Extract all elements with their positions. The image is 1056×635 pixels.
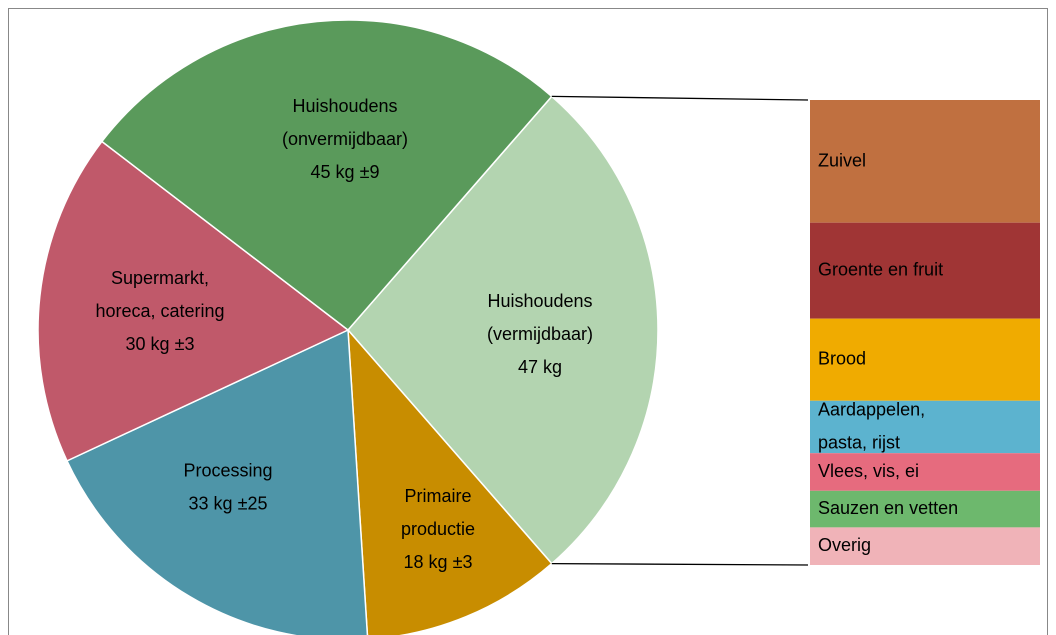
segment-label-line: Brood bbox=[818, 348, 866, 368]
bar-segment bbox=[810, 100, 1040, 223]
value-label: 18 kg ±3 bbox=[404, 552, 473, 572]
segment-label: Vlees, vis, ei bbox=[818, 461, 919, 481]
segment-label-line: Overig bbox=[818, 535, 871, 555]
connector-line bbox=[551, 95, 809, 101]
bar-segment bbox=[810, 400, 1040, 454]
pie-slice bbox=[65, 328, 369, 635]
segment-label-line: Sauzen en vetten bbox=[818, 498, 958, 518]
connector-line bbox=[551, 562, 809, 566]
bar-segment bbox=[810, 490, 1040, 528]
pie-slice bbox=[347, 95, 659, 565]
segment-label-line: pasta, rijst bbox=[818, 432, 900, 452]
segment-label: Brood bbox=[818, 348, 866, 368]
slice-label: Processing 33 kg ±25 bbox=[183, 460, 272, 513]
slice-label-line: Huishoudens bbox=[292, 96, 397, 116]
slice-label-line: Primaire bbox=[404, 486, 471, 506]
segment-label: Groente en fruit bbox=[818, 259, 943, 279]
segment-label-line: Zuivel bbox=[818, 150, 866, 170]
slice-label-line: Huishoudens bbox=[487, 291, 592, 311]
slice-label-line: (vermijdbaar) bbox=[487, 324, 593, 344]
slice-label: Primaire productie 18 kg ±3 bbox=[401, 486, 475, 572]
bar-segment bbox=[810, 453, 1040, 491]
slice-label-line: horeca, catering bbox=[95, 301, 224, 321]
slice-label-line: Processing bbox=[183, 460, 272, 480]
value-label: 47 kg bbox=[518, 357, 562, 377]
slice-label: Huishoudens (vermijdbaar) 47 kg bbox=[487, 291, 593, 377]
slice-label: Supermarkt, horeca, catering 30 kg ±3 bbox=[95, 268, 224, 354]
segment-label: Aardappelen, pasta, rijst bbox=[818, 399, 925, 452]
segment-label-line: Aardappelen, bbox=[818, 399, 925, 419]
slice-label-line: (onvermijdbaar) bbox=[282, 129, 408, 149]
segment-label: Overig bbox=[818, 535, 871, 555]
segment-label-line: Vlees, vis, ei bbox=[818, 461, 919, 481]
slice-label-line: productie bbox=[401, 519, 475, 539]
value-label: 33 kg ±25 bbox=[189, 493, 268, 513]
bar-segment bbox=[810, 318, 1040, 401]
bar-segment bbox=[810, 527, 1040, 565]
value-label: 45 kg ±9 bbox=[311, 162, 380, 182]
slice-label: Huishoudens (onvermijdbaar) 45 kg ±9 bbox=[282, 96, 408, 182]
segment-label-line: Groente en fruit bbox=[818, 259, 943, 279]
pie-slice bbox=[100, 19, 553, 332]
segment-label: Zuivel bbox=[818, 150, 866, 170]
pie-slice bbox=[347, 327, 553, 635]
slice-label-line: Supermarkt, bbox=[111, 268, 209, 288]
pie-slice bbox=[37, 140, 350, 462]
segment-label: Sauzen en vetten bbox=[818, 498, 958, 518]
bar-segment bbox=[810, 222, 1040, 319]
value-label: 30 kg ±3 bbox=[126, 334, 195, 354]
